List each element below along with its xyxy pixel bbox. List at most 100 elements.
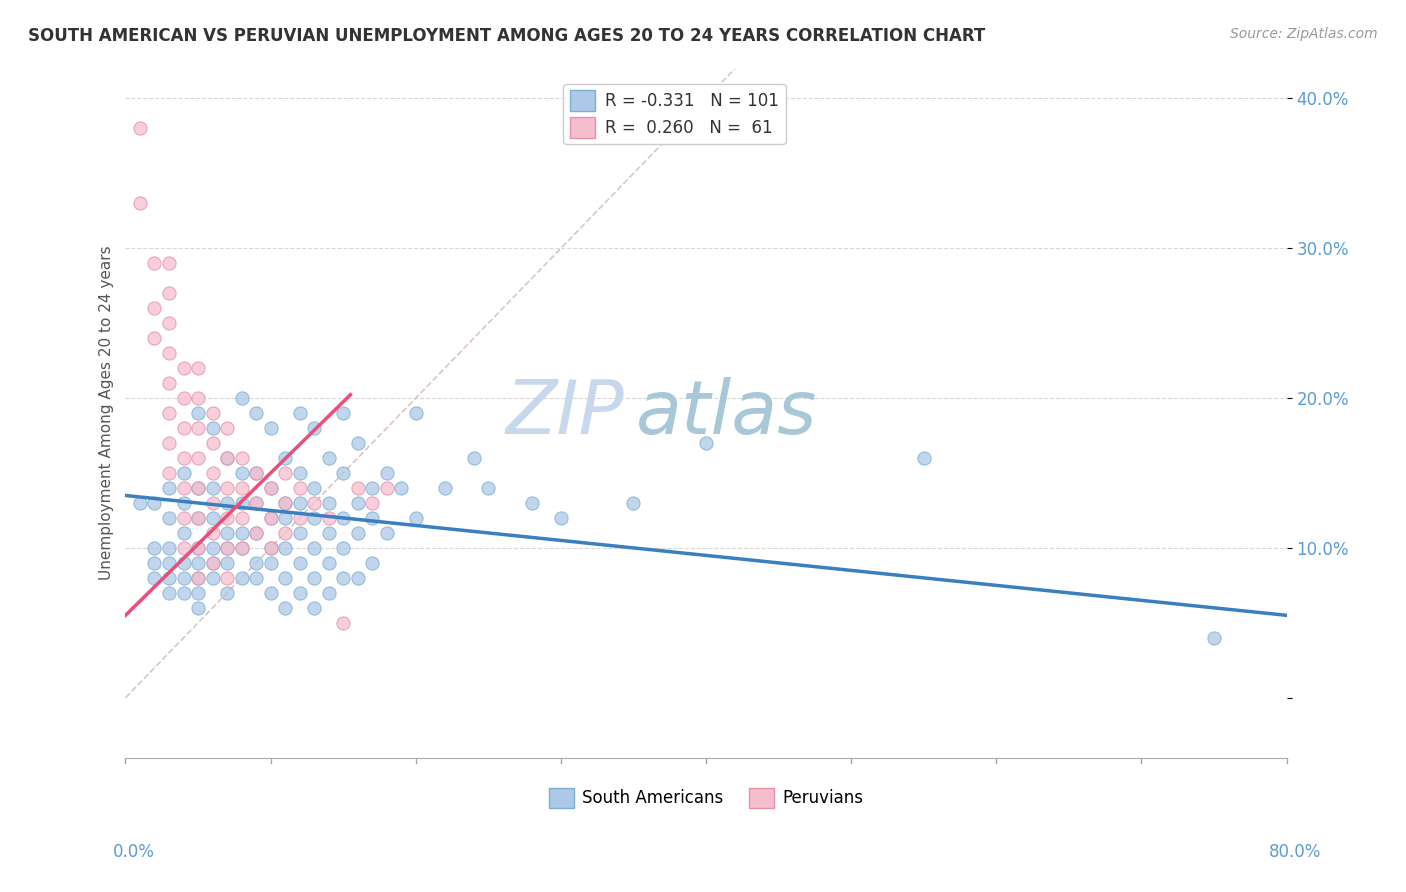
Point [318, 556, 340, 570]
Point [157, 511, 180, 525]
Point [346, 481, 368, 495]
Point [157, 286, 180, 301]
Point [288, 481, 311, 495]
Point [173, 496, 195, 510]
Point [332, 571, 354, 585]
Point [187, 600, 209, 615]
Point [173, 450, 195, 465]
Point [274, 571, 297, 585]
Point [231, 541, 253, 555]
Point [375, 525, 398, 540]
Point [288, 496, 311, 510]
Y-axis label: Unemployment Among Ages 20 to 24 years: Unemployment Among Ages 20 to 24 years [100, 246, 114, 581]
Point [187, 541, 209, 555]
Text: 0.0%: 0.0% [112, 843, 155, 861]
Point [217, 450, 239, 465]
Point [463, 450, 485, 465]
Point [173, 511, 195, 525]
Point [302, 600, 325, 615]
Point [346, 525, 368, 540]
Point [245, 525, 267, 540]
Point [187, 421, 209, 435]
Point [187, 556, 209, 570]
Point [245, 556, 267, 570]
Point [318, 586, 340, 600]
Point [912, 450, 935, 465]
Point [231, 525, 253, 540]
Text: atlas: atlas [637, 377, 818, 449]
Point [201, 541, 224, 555]
Point [274, 541, 297, 555]
Point [274, 496, 297, 510]
Point [187, 541, 209, 555]
Point [157, 436, 180, 450]
Point [157, 406, 180, 420]
Point [332, 541, 354, 555]
Point [231, 511, 253, 525]
Point [375, 466, 398, 480]
Point [143, 571, 166, 585]
Point [157, 256, 180, 270]
Point [288, 556, 311, 570]
Point [346, 571, 368, 585]
Point [157, 466, 180, 480]
Point [157, 586, 180, 600]
Point [201, 496, 224, 510]
Point [217, 481, 239, 495]
Point [245, 466, 267, 480]
Point [259, 586, 281, 600]
Point [173, 556, 195, 570]
Point [157, 376, 180, 391]
Point [231, 481, 253, 495]
Point [201, 406, 224, 420]
Point [259, 481, 281, 495]
Point [173, 361, 195, 376]
Point [274, 525, 297, 540]
Point [129, 121, 152, 136]
Point [245, 406, 267, 420]
Point [231, 541, 253, 555]
Point [173, 421, 195, 435]
Point [245, 496, 267, 510]
Point [302, 481, 325, 495]
Point [259, 511, 281, 525]
Point [433, 481, 456, 495]
Point [245, 466, 267, 480]
Point [231, 391, 253, 405]
Point [143, 331, 166, 345]
Point [201, 511, 224, 525]
Point [318, 450, 340, 465]
Point [143, 496, 166, 510]
Point [157, 556, 180, 570]
Point [187, 571, 209, 585]
Point [288, 406, 311, 420]
Point [187, 511, 209, 525]
Point [201, 421, 224, 435]
Point [288, 586, 311, 600]
Point [375, 481, 398, 495]
Point [201, 481, 224, 495]
Point [157, 481, 180, 495]
Point [302, 511, 325, 525]
Point [302, 421, 325, 435]
Point [217, 541, 239, 555]
Point [201, 571, 224, 585]
Point [157, 541, 180, 555]
Point [259, 421, 281, 435]
Point [288, 466, 311, 480]
Point [332, 511, 354, 525]
Point [318, 525, 340, 540]
Point [405, 406, 427, 420]
Point [245, 571, 267, 585]
Point [129, 496, 152, 510]
Point [274, 511, 297, 525]
Point [274, 466, 297, 480]
Point [361, 496, 384, 510]
Point [259, 541, 281, 555]
Point [187, 511, 209, 525]
Point [201, 556, 224, 570]
Point [187, 406, 209, 420]
Point [550, 511, 572, 525]
Point [217, 571, 239, 585]
Point [157, 571, 180, 585]
